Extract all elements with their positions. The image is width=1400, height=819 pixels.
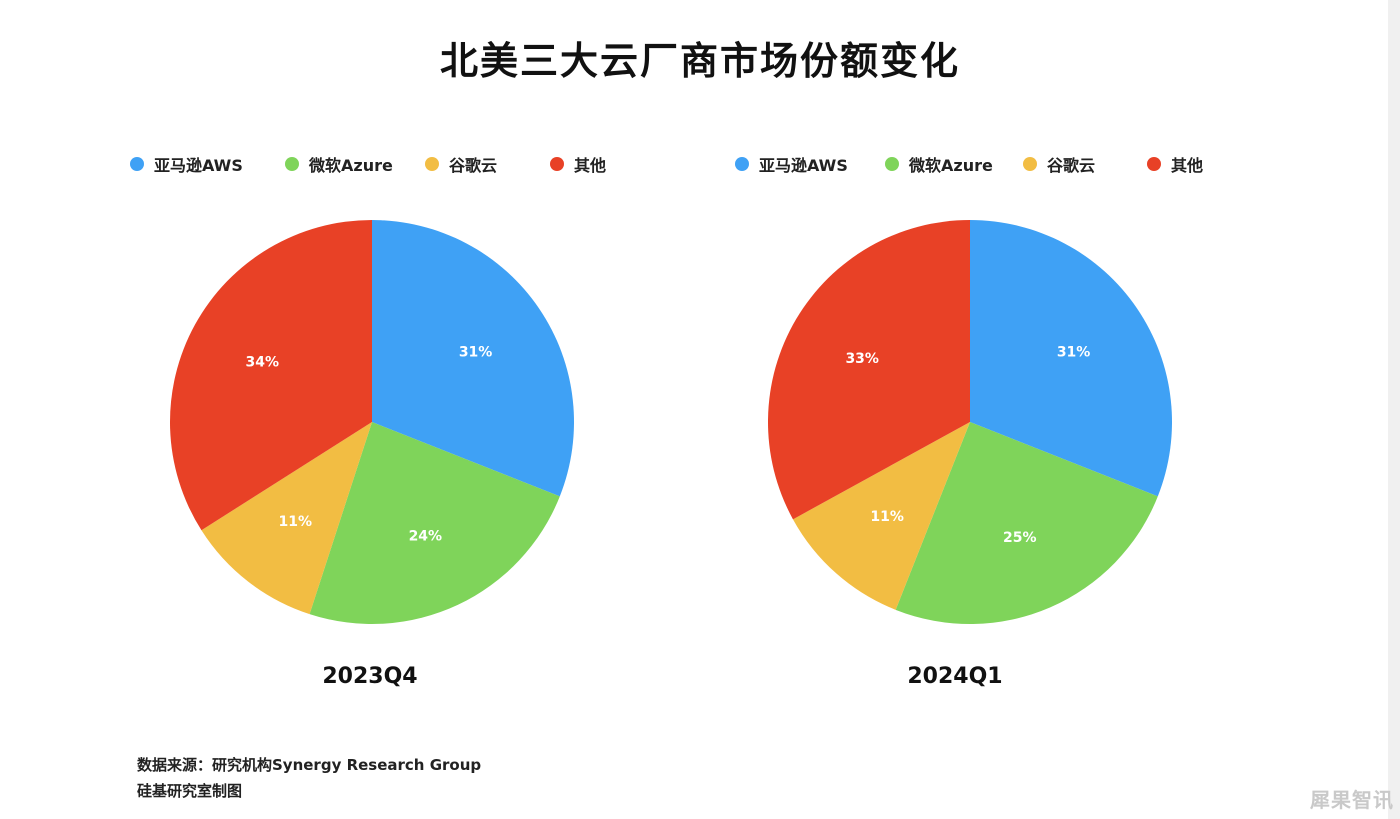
legend-item-azure: 微软Azure [885, 152, 993, 176]
pie-chart-2024q1: 31% 25% 11% 33% [768, 220, 1172, 624]
legend-item-other: 其他 [1147, 152, 1203, 176]
legend-item-aws: 亚马逊AWS [735, 152, 848, 176]
legend-item-azure: 微软Azure [285, 152, 393, 176]
pie-slice-google [792, 422, 970, 610]
legend-label-other: 其他 [574, 156, 607, 175]
legend-label-google: 谷歌云 [1047, 156, 1096, 175]
pie-slice-aws [970, 220, 1172, 497]
pie-slice-other [170, 220, 372, 531]
legend-label-azure: 微软Azure [309, 156, 393, 175]
legend-dot-aws [130, 157, 144, 171]
legend-right: 亚马逊AWS 微软Azure 谷歌云 其他 [735, 150, 1235, 178]
watermark: 犀果智讯 [1310, 788, 1394, 812]
slice-label-other: 33% [845, 351, 879, 367]
slice-label-azure: 24% [409, 528, 443, 544]
legend-dot-azure [285, 157, 299, 171]
legend-label-aws: 亚马逊AWS [154, 156, 243, 175]
legend-dot-azure [885, 157, 899, 171]
legend-dot-google [425, 157, 439, 171]
slice-label-google: 11% [870, 509, 904, 525]
pie-slice-azure [309, 422, 560, 624]
legend-item-aws: 亚马逊AWS [130, 152, 243, 176]
legend-dot-aws [735, 157, 749, 171]
legend-label-aws: 亚马逊AWS [759, 156, 848, 175]
pie-title-2024q1: 2024Q1 [907, 664, 1003, 689]
pie-chart-2023q4: 31% 24% 11% 34% [170, 220, 574, 624]
pie-slice-azure [895, 422, 1158, 624]
chart-title: 北美三大云厂商市场份额变化 [439, 39, 960, 83]
legend-dot-google [1023, 157, 1037, 171]
legend-item-google: 谷歌云 [425, 152, 497, 176]
legend-dot-other [1147, 157, 1161, 171]
pie-title-2023q4: 2023Q4 [322, 664, 418, 689]
legend-label-google: 谷歌云 [449, 156, 498, 175]
slice-label-aws: 31% [459, 345, 493, 361]
legend-label-other: 其他 [1171, 156, 1204, 175]
legend-dot-other [550, 157, 564, 171]
slice-label-google: 11% [278, 514, 312, 530]
legend-item-other: 其他 [550, 152, 606, 176]
legend-item-google: 谷歌云 [1023, 152, 1095, 176]
pie-slice-other [768, 220, 970, 520]
source-line-2: 硅基研究室制图 [137, 782, 243, 800]
source-line-1: 数据来源：研究机构Synergy Research Group [137, 756, 482, 774]
slice-label-azure: 25% [1003, 530, 1037, 546]
slice-label-aws: 31% [1057, 345, 1091, 361]
legend-label-azure: 微软Azure [909, 156, 993, 175]
pie-slice-aws [372, 220, 574, 497]
right-edge-strip [1388, 0, 1400, 819]
pie-slice-google [201, 422, 372, 615]
source-note: 数据来源：研究机构Synergy Research Group 硅基研究室制图 [137, 752, 481, 804]
slice-label-other: 34% [245, 355, 279, 371]
legend-left: 亚马逊AWS 微软Azure 谷歌云 其他 [130, 150, 650, 178]
